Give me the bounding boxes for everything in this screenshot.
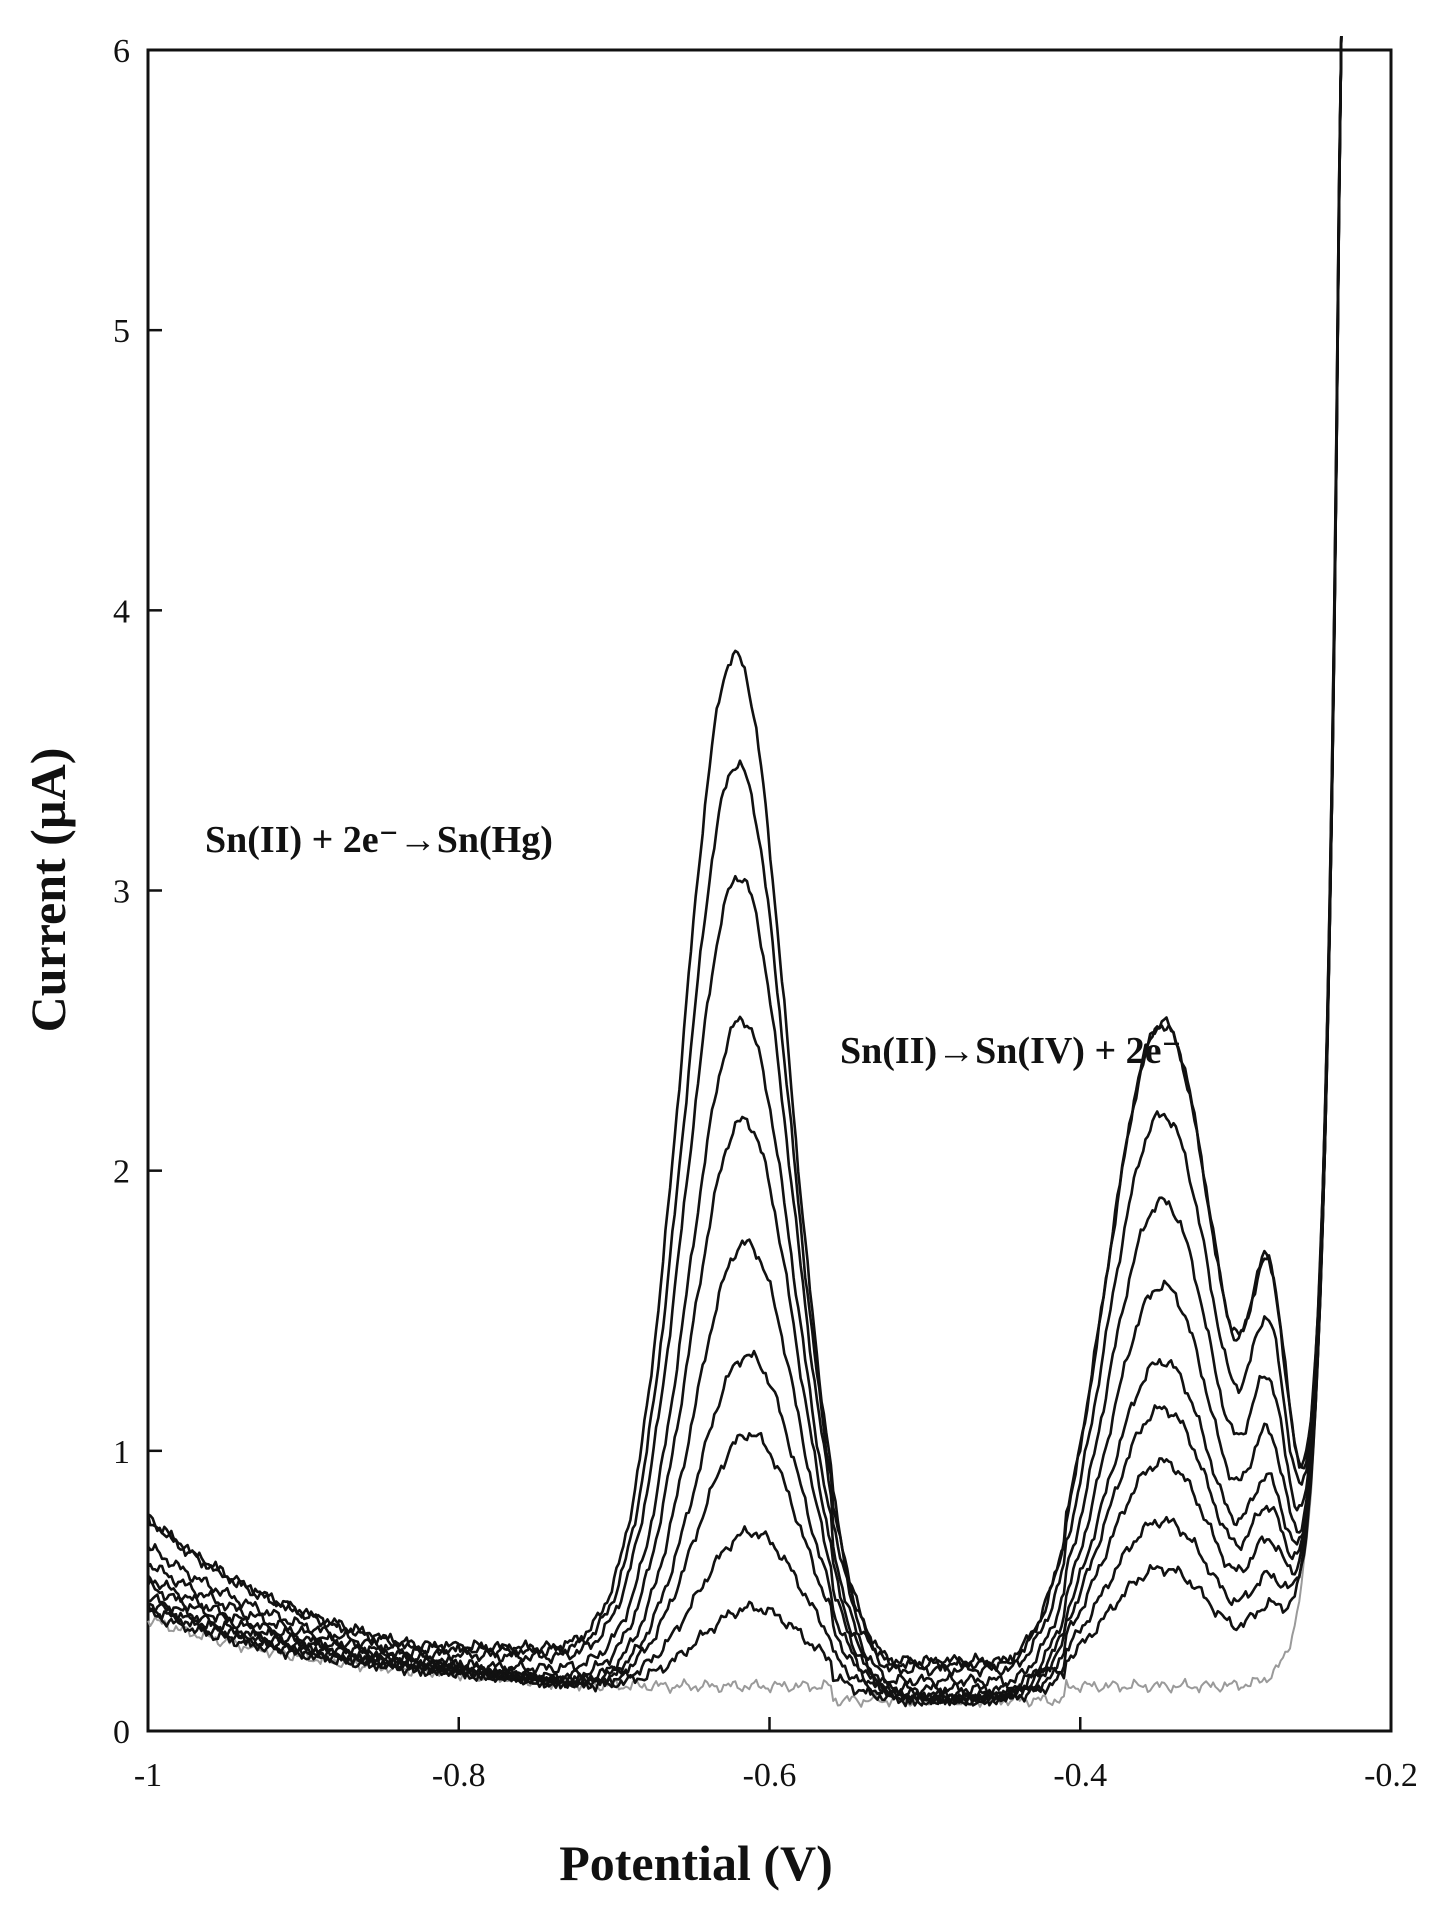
x-tick-label: -0.2: [1364, 1757, 1418, 1794]
x-tick-labels: -1 -0.8 -0.6 -0.4 -0.2: [134, 1757, 1418, 1794]
voltammogram-curve: [146, 35, 1343, 1703]
y-axis-label: Current (µA): [20, 748, 76, 1033]
plot-frame: [146, 48, 1393, 1733]
annotation-oxidation: Sn(II)→Sn(IV) + 2e⁻: [840, 1030, 1182, 1072]
ticks-group: [146, 48, 1393, 1733]
curves-group: [146, 35, 1343, 1708]
y-tick-label: 6: [113, 33, 130, 70]
x-tick-label: -0.8: [432, 1757, 486, 1794]
y-tick-label: 0: [113, 1714, 130, 1751]
voltammogram-curve: [147, 35, 1343, 1707]
y-tick-label: 4: [113, 593, 130, 630]
x-axis-label: Potential (V): [559, 1835, 833, 1891]
voltammogram-curve: [146, 35, 1343, 1669]
y-tick-label: 2: [113, 1154, 130, 1191]
x-tick-label: -0.6: [743, 1757, 797, 1794]
x-tick-label: -0.4: [1053, 1757, 1107, 1794]
voltammogram-curve: [146, 35, 1343, 1678]
y-tick-label: 1: [113, 1434, 130, 1471]
x-tick-label: -1: [134, 1757, 162, 1794]
voltammogram-curve: [147, 35, 1343, 1706]
voltammogram-curve: [147, 35, 1343, 1690]
voltammogram-curve: [146, 35, 1343, 1707]
voltammogram-curve: [146, 35, 1343, 1698]
annotation-reduction: Sn(II) + 2e⁻→Sn(Hg): [205, 819, 553, 861]
y-tick-labels: 0 1 2 3 4 5 6: [113, 33, 130, 1751]
y-tick-label: 5: [113, 313, 130, 350]
voltammogram-curve: [147, 35, 1343, 1708]
y-tick-label: 3: [113, 874, 130, 911]
voltammogram-curve: [147, 35, 1343, 1708]
